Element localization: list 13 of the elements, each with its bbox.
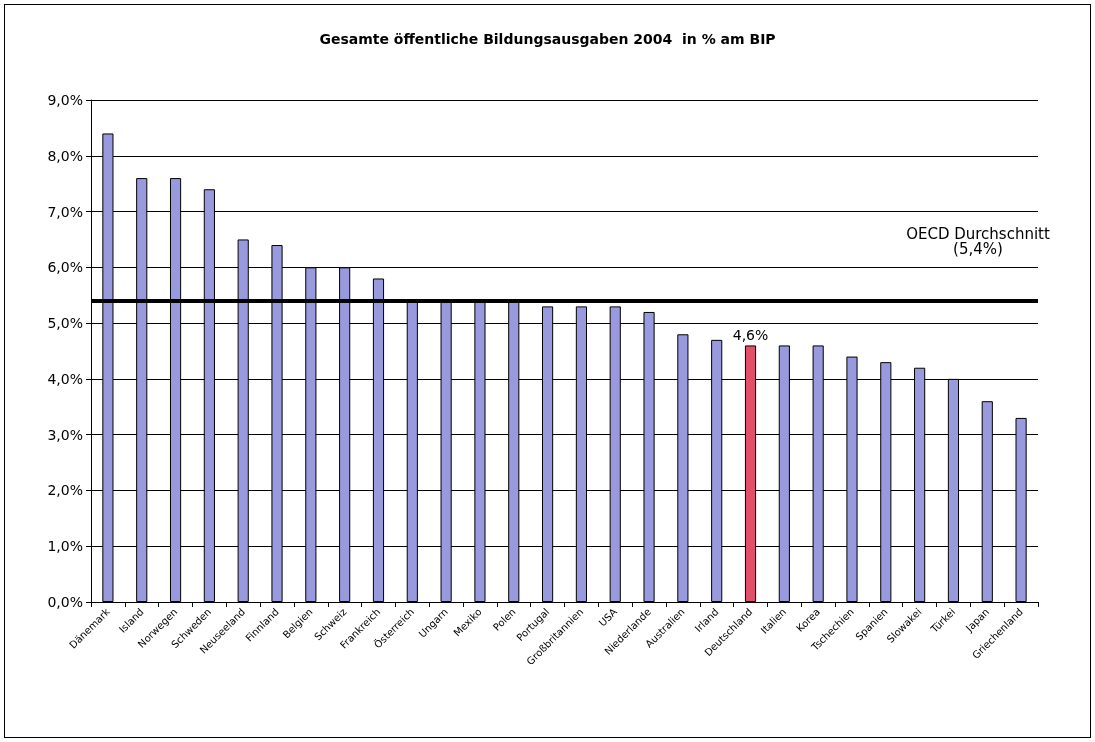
y-tick-label: 0,0% <box>47 594 83 610</box>
chart-title: Gesamte öffentliche Bildungsausgaben 2004 in % am BIP <box>319 31 776 47</box>
y-tick-label: 7,0% <box>47 203 83 220</box>
y-tick-label: 9,0% <box>47 92 83 108</box>
y-tick-label: 1,0% <box>47 538 83 555</box>
annotation: 4,6% <box>732 327 769 344</box>
y-tick-label: 2,0% <box>47 482 83 499</box>
y-tick-label: 5,0% <box>47 315 83 332</box>
y-tick-label: 3,0% <box>47 426 83 443</box>
y-tick-label: 4,0% <box>47 370 83 387</box>
y-tick-label: 8,0% <box>47 147 83 164</box>
ref-line-label: OECD Durchschnitt (5,4%) <box>906 225 1050 259</box>
y-tick-label: 6,0% <box>47 259 83 276</box>
